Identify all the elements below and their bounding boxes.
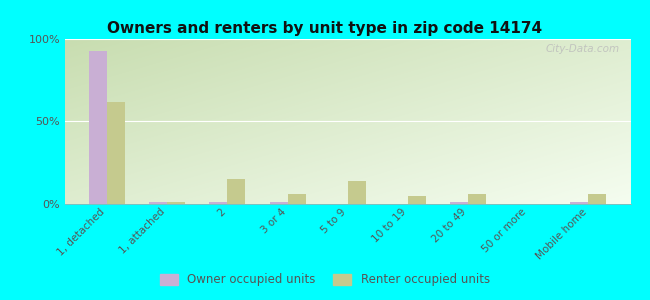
Bar: [468, 194, 486, 204]
Bar: [89, 50, 107, 204]
Text: Owners and renters by unit type in zip code 14174: Owners and renters by unit type in zip c…: [107, 21, 543, 36]
Legend: Owner occupied units, Renter occupied units: Owner occupied units, Renter occupied un…: [155, 269, 495, 291]
Bar: [588, 194, 606, 204]
Bar: [408, 196, 426, 204]
Bar: [348, 181, 366, 204]
Bar: [287, 194, 306, 204]
Text: City-Data.com: City-Data.com: [545, 44, 619, 54]
Bar: [167, 202, 185, 204]
Bar: [150, 202, 167, 204]
Bar: [227, 179, 246, 204]
Bar: [270, 202, 287, 204]
Bar: [570, 202, 588, 204]
Bar: [209, 202, 228, 204]
Bar: [107, 102, 125, 204]
Bar: [450, 202, 468, 204]
